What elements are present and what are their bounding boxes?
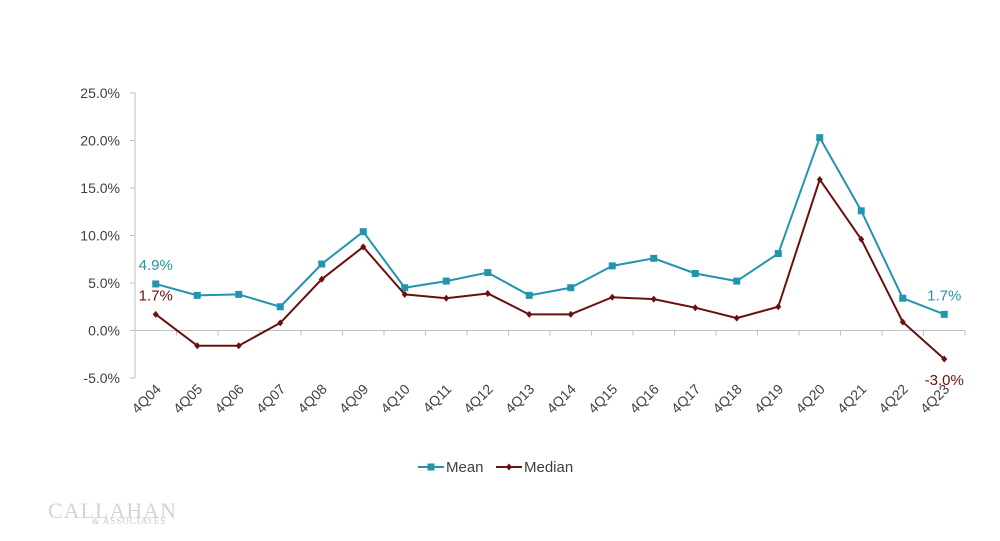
x-tick-label: 4Q22 (875, 381, 911, 417)
x-tick-label: 4Q18 (709, 381, 745, 417)
point-mean (816, 134, 824, 142)
point-mean (774, 250, 782, 258)
x-tick-label: 4Q06 (211, 381, 247, 417)
point-mean (608, 262, 616, 270)
data-label-mean: 4.9% (139, 257, 173, 274)
x-tick-label: 4Q16 (626, 381, 662, 417)
x-tick-label: 4Q20 (792, 381, 828, 417)
point-median (443, 294, 450, 302)
y-tick-label: 25.0% (80, 85, 120, 101)
point-median (235, 342, 242, 350)
point-mean (442, 277, 450, 285)
point-mean (318, 260, 326, 268)
point-median (484, 289, 491, 297)
x-tick-label: 4Q17 (668, 381, 704, 417)
point-mean (940, 310, 948, 318)
y-tick-label: 5.0% (88, 275, 120, 291)
point-mean (359, 228, 367, 236)
point-median (816, 175, 823, 183)
point-median (941, 355, 948, 363)
x-tick-label: 4Q07 (253, 381, 289, 417)
point-mean (650, 254, 658, 262)
x-tick-label: 4Q09 (336, 381, 372, 417)
point-median (650, 295, 657, 303)
point-median (692, 304, 699, 312)
point-median (899, 318, 906, 326)
point-median (858, 235, 865, 243)
x-tick-label: 4Q19 (751, 381, 787, 417)
point-mean (857, 207, 865, 215)
legend: Mean Median (418, 459, 573, 476)
point-mean (567, 284, 575, 292)
point-mean (152, 280, 160, 288)
point-median (194, 342, 201, 350)
axes: -5.0%0.0%5.0%10.0%15.0%20.0%25.0%4Q04 4Q0… (80, 85, 966, 417)
point-mean (193, 291, 201, 299)
point-median (152, 310, 159, 318)
legend-marker-median (506, 463, 512, 471)
x-tick-label: 4Q15 (585, 381, 621, 417)
point-median (609, 293, 616, 301)
point-mean (276, 303, 284, 311)
point-mean (484, 269, 492, 277)
y-tick-label: 0.0% (88, 323, 120, 339)
data-labels: 4.9% 1.7% 1.7% -3.0% (139, 257, 964, 389)
legend-label-mean: Mean (446, 459, 484, 476)
point-mean (525, 291, 533, 299)
x-tick-label: 4Q14 (543, 381, 579, 417)
point-mean (899, 294, 907, 302)
data-label-mean: 1.7% (927, 287, 961, 304)
x-tick-label: 4Q21 (834, 381, 870, 417)
point-median (526, 310, 533, 318)
point-mean (235, 290, 243, 298)
data-label-median: -3.0% (925, 372, 964, 389)
series-line-median (155, 178, 945, 360)
x-tick-label: 4Q11 (420, 381, 455, 416)
x-tick-label: 4Q12 (460, 381, 496, 417)
series-line-mean (155, 136, 945, 316)
point-median (401, 290, 408, 298)
x-tick-label: 4Q05 (170, 381, 206, 417)
logo-sub: & ASSOCIATES (92, 516, 166, 526)
x-tick-label: 4Q13 (502, 381, 538, 417)
point-mean (691, 270, 699, 277)
x-tick-label: 4Q08 (294, 381, 330, 417)
point-median (567, 310, 574, 318)
point-median (733, 314, 740, 322)
point-mean (733, 277, 741, 285)
logo-name: CALLAHAN (48, 498, 177, 523)
x-tick-label: 4Q10 (377, 381, 413, 417)
point-median (360, 243, 367, 251)
series-layer (152, 134, 948, 363)
legend-marker-mean (427, 463, 435, 471)
point-median (775, 303, 782, 311)
point-median (277, 319, 284, 327)
point-mean (401, 284, 409, 292)
x-tick-label: 4Q04 (128, 381, 164, 417)
point-median (318, 275, 325, 283)
y-tick-label: 15.0% (80, 180, 120, 196)
callahan-logo: CALLAHAN & ASSOCIATES (48, 498, 177, 526)
legend-label-median: Median (524, 459, 573, 476)
y-tick-label: 10.0% (80, 228, 120, 244)
y-tick-label: 20.0% (80, 133, 120, 149)
y-tick-label: -5.0% (83, 370, 120, 386)
data-label-median: 1.7% (139, 287, 173, 304)
